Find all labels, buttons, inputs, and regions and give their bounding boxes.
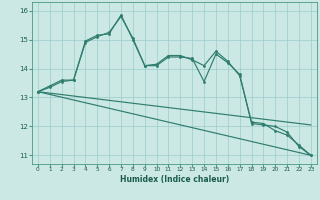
X-axis label: Humidex (Indice chaleur): Humidex (Indice chaleur) (120, 175, 229, 184)
